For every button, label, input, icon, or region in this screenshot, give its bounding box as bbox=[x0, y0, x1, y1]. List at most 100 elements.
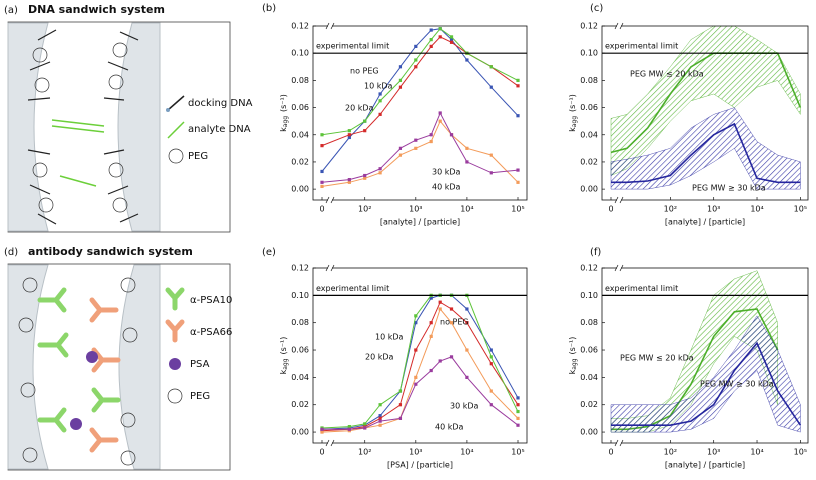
data-point bbox=[516, 180, 520, 184]
data-point bbox=[438, 119, 442, 123]
series-line bbox=[321, 307, 519, 433]
data-point bbox=[449, 35, 454, 39]
x-tick-label: 10³ bbox=[409, 448, 422, 457]
series-label: 40 kDa bbox=[435, 423, 464, 432]
data-point bbox=[363, 173, 367, 178]
series-label: PEG MW ≥ 30 kDa bbox=[692, 184, 766, 193]
data-point bbox=[489, 348, 493, 352]
series-label: no PEG bbox=[440, 318, 469, 327]
data-point bbox=[438, 111, 442, 115]
data-point bbox=[378, 99, 382, 103]
y-tick-label: 0.08 bbox=[291, 318, 309, 327]
x-tick-label: 10⁵ bbox=[511, 448, 524, 457]
y-tick-label: 0.08 bbox=[291, 76, 309, 85]
reference-label: experimental limit bbox=[316, 284, 389, 293]
reference-label: experimental limit bbox=[316, 42, 389, 51]
y-tick-label: 0.08 bbox=[580, 318, 598, 327]
x-tick-label: 10⁴ bbox=[460, 448, 473, 457]
data-point bbox=[320, 133, 324, 137]
x-tick-label: 10⁴ bbox=[460, 205, 473, 214]
data-point bbox=[429, 368, 433, 373]
data-point bbox=[363, 426, 367, 430]
y-label-unit: (s⁻¹) bbox=[568, 337, 577, 355]
data-point bbox=[320, 427, 324, 431]
data-point bbox=[516, 403, 520, 407]
data-point bbox=[438, 27, 442, 31]
axis-break-mark bbox=[614, 196, 619, 204]
y-tick-label: 0.12 bbox=[580, 22, 598, 31]
data-point bbox=[414, 321, 418, 325]
axis-break-mark bbox=[325, 22, 330, 30]
y-tick-label: 0.10 bbox=[580, 49, 598, 58]
particle bbox=[118, 264, 161, 470]
data-point bbox=[489, 171, 493, 175]
data-point bbox=[465, 321, 469, 325]
y-tick-label: 0.02 bbox=[291, 400, 309, 409]
x-axis-label: [PSA] / [particle] bbox=[387, 461, 453, 470]
data-point bbox=[398, 85, 403, 89]
data-point bbox=[398, 389, 403, 393]
error-band bbox=[610, 26, 801, 176]
data-point bbox=[363, 129, 367, 133]
axis-break-gap bbox=[328, 23, 332, 29]
reference-label: experimental limit bbox=[605, 42, 678, 51]
y-label-symbol: k bbox=[568, 127, 577, 132]
y-tick-label: 0.04 bbox=[291, 130, 309, 139]
data-point bbox=[378, 423, 382, 427]
peg-coils bbox=[32, 42, 128, 213]
series-label: 40 kDa bbox=[432, 183, 461, 192]
panel-label: (d) bbox=[4, 247, 18, 258]
series-label: PEG MW ≤ 20 kDa bbox=[620, 354, 694, 363]
x-tick-label: 10² bbox=[664, 448, 677, 457]
data-point bbox=[438, 307, 442, 311]
y-label-subscript: agg bbox=[571, 358, 578, 369]
data-point bbox=[398, 146, 403, 150]
axis-break-mark bbox=[325, 264, 330, 272]
data-point bbox=[465, 146, 469, 150]
x-tick-label: 10³ bbox=[409, 205, 422, 214]
y-tick-label: 0.08 bbox=[580, 76, 598, 85]
data-point bbox=[363, 119, 367, 123]
data-point bbox=[414, 44, 418, 48]
series-label: PEG MW ≥ 30 kDa bbox=[700, 380, 774, 389]
series-line bbox=[321, 28, 519, 172]
series-label: 30 kDa bbox=[432, 168, 461, 177]
axis-break-mark bbox=[325, 439, 330, 447]
axes-frame bbox=[601, 267, 809, 444]
legend-label: analyte DNA bbox=[188, 124, 251, 135]
data-point bbox=[378, 416, 382, 420]
y-label-subscript: agg bbox=[282, 358, 289, 369]
x-tick-label: 10⁴ bbox=[750, 448, 763, 457]
data-point bbox=[363, 176, 367, 180]
chart: (f) 0.00 0.02 0.04 0.06 0.08 0.10 0.12 0 10² 10³ 10… bbox=[568, 247, 809, 470]
axis-break-gap bbox=[328, 197, 332, 203]
data-point bbox=[429, 321, 433, 325]
legend-label: docking DNA bbox=[188, 98, 253, 109]
series-label: 20 kDa bbox=[345, 104, 374, 113]
y-tick-label: 0.02 bbox=[580, 157, 598, 166]
chart: (c) 0.00 0.02 0.04 0.06 0.08 0.10 0.12 0 10² 10³ 10… bbox=[568, 3, 809, 227]
legend-label: PSA bbox=[190, 359, 210, 370]
x-tick-label: 10² bbox=[358, 448, 371, 457]
x-tick-label: 0 bbox=[608, 205, 613, 214]
y-axis-label: kagg (s⁻¹) bbox=[279, 337, 289, 375]
plot-area bbox=[320, 27, 520, 189]
axis-break-mark bbox=[330, 264, 335, 272]
y-tick-label: 0.04 bbox=[291, 373, 309, 382]
data-point bbox=[465, 375, 469, 379]
legend-label: α-PSA66 bbox=[190, 327, 232, 338]
data-point bbox=[449, 307, 454, 311]
axis-break-mark bbox=[619, 264, 624, 272]
y-tick-label: 0.12 bbox=[580, 264, 598, 273]
data-point bbox=[398, 416, 403, 420]
data-point bbox=[320, 184, 324, 189]
axis-break-gap bbox=[617, 197, 621, 203]
y-tick-label: 0.04 bbox=[580, 373, 598, 382]
axis-break-gap bbox=[617, 23, 621, 29]
data-point bbox=[465, 160, 469, 164]
panel-label: (a) bbox=[4, 5, 18, 16]
chart: (e) 0.00 0.02 0.04 0.06 0.08 0.10 0.12 0 10² 10³ 10… bbox=[262, 247, 528, 470]
series-line bbox=[611, 122, 801, 184]
data-point bbox=[489, 355, 493, 359]
x-tick-label: 10² bbox=[358, 205, 371, 214]
